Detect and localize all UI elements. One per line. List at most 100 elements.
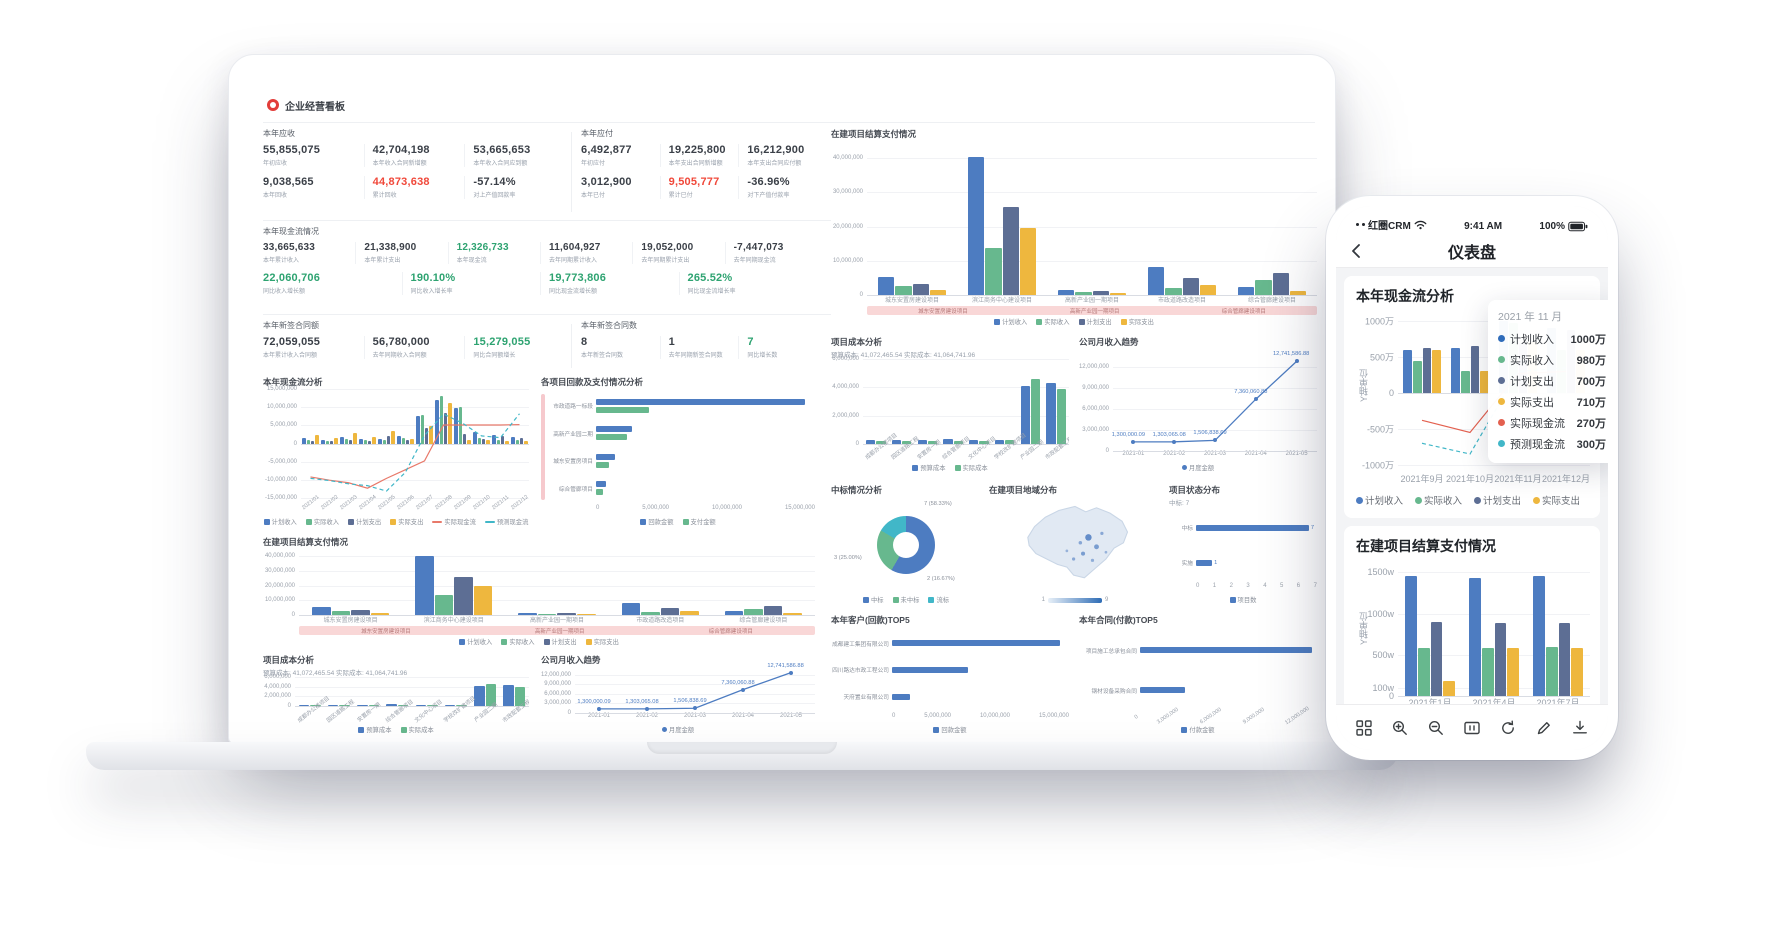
kpi-metric: 55,855,075 年初应收 (263, 144, 364, 167)
chart-legend[interactable]: 回款金额 支付金额 (541, 515, 815, 528)
legend-item[interactable]: 实际支出 (390, 517, 423, 526)
app-logo-icon (267, 99, 279, 111)
project-cost-chart-2[interactable]: 6,000,000 4,000,000 2,000,000 0 成都办公楼项目 园区道路工… (263, 674, 529, 736)
legend-item[interactable]: 实际收入 (1415, 493, 1462, 507)
legend-item[interactable]: 实际收入 (305, 517, 339, 526)
tooltip-row: 预测现金流 300万 (1498, 433, 1606, 454)
legend-item[interactable]: 预算成本 (912, 463, 946, 472)
legend-item[interactable]: 计划收入 (459, 637, 492, 646)
legend-item[interactable]: 计划收入 (263, 517, 297, 526)
cashflow-analysis-chart[interactable]: 15,000,000 10,000,000 5,000,000 0 -5,000,000… (263, 386, 529, 528)
plot-area[interactable]: 1,300,000.09 1,303,065.08 1,506,838.69 7,36… (575, 663, 815, 714)
chart-legend[interactable]: 回款金额 (831, 723, 1069, 736)
panel-project-cost-2: 项目成本分析 预算成本: 41,072,465.54 实际成本: 41,064,… (263, 654, 529, 736)
plot-area[interactable]: 7 (58.33%) 3 (25.00%) 2 (16.67%) (834, 500, 955, 582)
chart-legend[interactable]: 付款金额 (1079, 723, 1317, 736)
legend-item[interactable]: 计划收入 (994, 317, 1027, 326)
grid-button[interactable] (1351, 715, 1377, 741)
refresh-button[interactable] (1495, 715, 1521, 741)
settlement-top-chart[interactable]: 40,000,000 30,000,000 20,000,000 10,000,000… (831, 141, 1317, 328)
legend-item[interactable]: 中标 (862, 595, 884, 604)
card-title: 在建项目结算支付情况 (1356, 538, 1496, 554)
kpi-label: 同比现金流增长率 (687, 289, 736, 295)
legend-item[interactable]: 实际收入 (1036, 317, 1070, 326)
legend-item[interactable]: 实际现金流 (432, 517, 476, 526)
legend-item[interactable]: 回款金额 (640, 517, 674, 526)
plot-area[interactable]: 市政道路一标段 高新产业园二期 城东安置房项目 综合管廊项目 (541, 392, 815, 502)
bid-analysis-donut[interactable]: 7 (58.33%) 3 (25.00%) 2 (16.67%) 中标 未中标 流标 (831, 497, 981, 606)
legend-item[interactable]: 实际成本 (400, 725, 434, 734)
legend-item[interactable]: 计划支出 (1474, 493, 1521, 507)
legend-item[interactable]: 计划支出 (543, 637, 577, 646)
plot-area[interactable] (299, 549, 815, 616)
monthly-trend-chart-2[interactable]: 12,000,000 9,000,000 6,000,000 3,000,000 0 1,… (541, 663, 815, 736)
plot-area[interactable]: 项目施工总承包合同 钢材设备采购合同 (1079, 630, 1317, 710)
project-cost-chart[interactable]: 6,000,000 4,000,000 2,000,000 0 成都办公楼项目 园区道路工… (831, 356, 1069, 474)
chart-legend[interactable]: 预算成本 实际成本 (263, 723, 529, 736)
kpi-metric: 9,505,777 累计已付 (659, 176, 739, 199)
panel-title: 中标情况分析 (831, 485, 883, 495)
kpi-value: 190.10% (410, 272, 456, 284)
download-button[interactable] (1567, 715, 1593, 741)
edit-button[interactable] (1531, 715, 1557, 741)
donut[interactable] (877, 516, 935, 574)
legend-item[interactable]: 未中标 (892, 595, 919, 604)
plot-area[interactable] (1398, 564, 1590, 697)
plot-area[interactable]: 中标 7 实施 1 (1181, 524, 1315, 567)
plot-area[interactable] (295, 677, 529, 707)
contract-top5-chart[interactable]: 项目施工总承包合同 钢材设备采购合同 0 3,000,000 6,000,000 9,00… (1079, 627, 1317, 736)
kpi-grid-receivable: 55,855,075 年初应收 42,704,198 本年收入合同新增额 53,… (263, 144, 565, 199)
kpi-metric: 190.10% 同比收入增长率 (401, 272, 541, 295)
plot-area[interactable]: 成都建工集团有限公司 四川路达市政工程公司 天府置业有限公司 (831, 630, 1069, 710)
phone-settlement-chart[interactable]: Y轴单位 1500w 1000w 500w 100w 0 2021年1月 2021年4月 202… (1356, 564, 1590, 704)
plot-area[interactable] (301, 389, 529, 499)
legend-item[interactable]: 月度金额 (661, 725, 694, 734)
project-status-chart[interactable]: 中标 7 实施 1 0 1 2 3 4 5 6 7 项目数 (1169, 507, 1317, 606)
customer-top5-chart[interactable]: 成都建工集团有限公司 四川路达市政工程公司 天府置业有限公司 0 5,000,000 10… (831, 627, 1069, 736)
chart-legend[interactable]: 预算成本 实际成本 (831, 461, 1069, 474)
back-button[interactable] (1348, 242, 1366, 260)
zoom-in-button[interactable] (1387, 715, 1413, 741)
chart-legend[interactable]: 计划收入 实际收入 计划支出 实际支出 (263, 635, 815, 648)
project-payment-chart[interactable]: 市政道路一标段 高新产业园二期 城东安置房项目 综合管廊项目 0 5,000,000 10,… (541, 389, 815, 528)
legend-item[interactable]: 实际收入 (501, 637, 535, 646)
zoom-out-button[interactable] (1423, 715, 1449, 741)
plot-area[interactable] (867, 141, 1317, 296)
settlement-mid-chart[interactable]: 40,000,000 30,000,000 20,000,000 10,000,000… (263, 549, 815, 648)
chart-legend[interactable]: 计划收入 实际收入 计划支出 实际支出 (831, 315, 1317, 328)
legend-item[interactable]: 计划支出 (1078, 317, 1112, 326)
chart-legend[interactable]: 计划收入实际收入计划支出实际支出实际现金流预测现金流 (263, 515, 529, 528)
legend-item[interactable]: 实际成本 (954, 463, 988, 472)
legend-item[interactable]: 实际支出 (1533, 493, 1580, 507)
kpi-label: 去年同期累计支出 (641, 258, 690, 264)
chart-legend[interactable]: 项目数 (1169, 593, 1317, 606)
legend-item[interactable]: 预算成本 (358, 725, 392, 734)
legend-item[interactable]: 实际支出 (585, 637, 619, 646)
kpi-grid-new-amount: 72,059,055 本年累计收入合同额 56,780,000 去年同期收入合同… (263, 336, 565, 359)
legend-item[interactable]: 月度金额 (1181, 463, 1214, 472)
chart-legend[interactable]: 月度金额 (541, 723, 815, 736)
kpi-value: 3,012,900 (581, 176, 632, 188)
dashboard-header: 企业经营看板 (267, 94, 345, 116)
plot-area[interactable] (863, 359, 1069, 445)
slideshow-button[interactable] (1459, 715, 1485, 741)
chart-legend[interactable]: 月度金额 (1079, 461, 1317, 474)
legend-item[interactable]: 实际支出 (1120, 317, 1154, 326)
plot-area[interactable]: 1,300,000.09 1,303,065.08 1,506,838.69 7,36… (1112, 349, 1317, 452)
phone-nav-bar: 仪表盘 (1336, 234, 1608, 268)
legend-item[interactable]: 回款金额 (933, 725, 967, 734)
legend-item[interactable]: 付款金额 (1181, 725, 1215, 734)
legend-item[interactable]: 流标 (928, 595, 949, 604)
chart-legend[interactable]: 中标 未中标 流标 (831, 593, 981, 606)
kpi-metric: -36.96% 对下产值付款率 (738, 176, 817, 199)
legend-item[interactable]: 项目数 (1229, 595, 1256, 604)
legend-item[interactable]: 预测现金流 (484, 517, 528, 526)
legend-item[interactable]: 支付金额 (682, 517, 716, 526)
kpi-label: 年初应付 (581, 161, 606, 167)
legend-item[interactable]: 计划收入 (1356, 493, 1403, 507)
legend-item[interactable]: 计划支出 (348, 517, 381, 526)
monthly-trend-chart[interactable]: 12,000,000 9,000,000 6,000,000 3,000,000 0 1,… (1079, 349, 1317, 474)
